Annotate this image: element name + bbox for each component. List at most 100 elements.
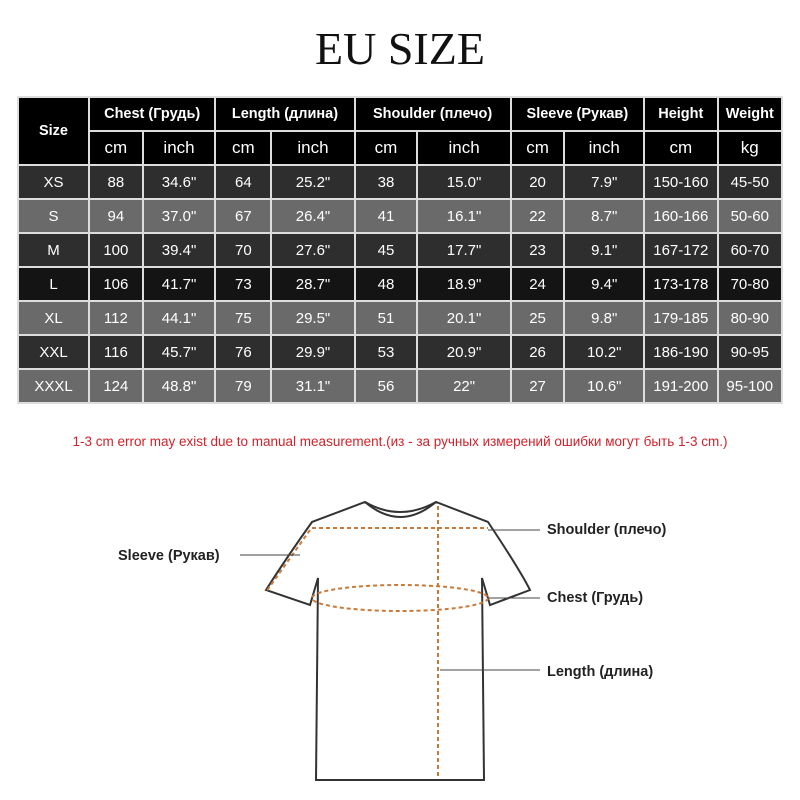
- value-cell: 45-50: [716, 164, 783, 200]
- value-cell: 34.6": [141, 164, 217, 200]
- value-cell: 10.6": [563, 368, 646, 404]
- value-cell: 31.1": [270, 368, 356, 404]
- value-cell: 26.4": [270, 198, 356, 234]
- value-cell: 8.7": [563, 198, 646, 234]
- value-cell: 41.7": [141, 266, 217, 302]
- value-cell: 9.8": [563, 300, 646, 336]
- value-cell: 95-100: [716, 368, 783, 404]
- value-cell: 60-70: [716, 232, 783, 268]
- value-cell: 10.2": [563, 334, 646, 370]
- table-row: XS 88 34.6" 64 25.2" 38 15.0" 20 7.9" 150-160 45-5…: [17, 164, 783, 200]
- sleeve-measure-line: [265, 529, 311, 593]
- value-cell: 116: [88, 334, 144, 370]
- size-table: Size Chest (Грудь) Length (длина) Should…: [17, 96, 783, 404]
- value-cell: 26: [509, 334, 566, 370]
- value-cell: 27: [509, 368, 566, 404]
- value-cell: 20: [509, 164, 566, 200]
- size-header: Size: [17, 96, 90, 166]
- value-cell: 90-95: [716, 334, 783, 370]
- value-cell: 17.7": [416, 232, 512, 268]
- shoulder-header: Shoulder (плечо): [353, 96, 512, 132]
- value-cell: 186-190: [643, 334, 719, 370]
- value-cell: 29.5": [270, 300, 356, 336]
- unit-header: cm: [214, 130, 273, 166]
- size-cell: XL: [17, 300, 90, 336]
- value-cell: 9.4": [563, 266, 646, 302]
- value-cell: 25.2": [270, 164, 356, 200]
- value-cell: 80-90: [716, 300, 783, 336]
- value-cell: 124: [88, 368, 144, 404]
- value-cell: 18.9": [416, 266, 512, 302]
- tshirt-outline: [264, 500, 532, 781]
- value-cell: 73: [214, 266, 273, 302]
- value-cell: 15.0": [416, 164, 512, 200]
- value-cell: 64: [214, 164, 273, 200]
- value-cell: 22: [509, 198, 566, 234]
- value-cell: 75: [214, 300, 273, 336]
- value-cell: 70-80: [716, 266, 783, 302]
- unit-header: cm: [353, 130, 419, 166]
- unit-header: inch: [270, 130, 356, 166]
- value-cell: 160-166: [643, 198, 719, 234]
- value-cell: 70: [214, 232, 273, 268]
- value-cell: 45.7": [141, 334, 217, 370]
- value-cell: 53: [353, 334, 419, 370]
- value-cell: 76: [214, 334, 273, 370]
- chest-header: Chest (Грудь): [87, 96, 217, 132]
- value-cell: 88: [88, 164, 144, 200]
- unit-header: cm: [88, 130, 144, 166]
- table-row: XXL 116 45.7" 76 29.9" 53 20.9" 26 10.2" 186-190 9…: [17, 334, 783, 370]
- value-cell: 48.8": [141, 368, 217, 404]
- value-cell: 100: [88, 232, 144, 268]
- height-header: Height: [643, 96, 719, 132]
- size-cell: XS: [17, 164, 90, 200]
- unit-header: kg: [716, 130, 783, 166]
- value-cell: 150-160: [643, 164, 719, 200]
- tshirt-collar: [364, 501, 437, 518]
- sleeve-header: Sleeve (Рукав): [509, 96, 646, 132]
- value-cell: 22": [416, 368, 512, 404]
- tshirt-diagram: [240, 500, 540, 781]
- value-cell: 29.9": [270, 334, 356, 370]
- value-cell: 7.9": [563, 164, 646, 200]
- size-cell: M: [17, 232, 90, 268]
- value-cell: 25: [509, 300, 566, 336]
- page-title: EU SIZE: [315, 23, 485, 74]
- sleeve-label: Sleeve (Рукав): [118, 548, 220, 564]
- unit-header: inch: [563, 130, 646, 166]
- value-cell: 45: [353, 232, 419, 268]
- value-cell: 173-178: [643, 266, 719, 302]
- value-cell: 48: [353, 266, 419, 302]
- length-header: Length (длина): [214, 96, 356, 132]
- size-cell: S: [17, 198, 90, 234]
- value-cell: 9.1": [563, 232, 646, 268]
- size-cell: XXXL: [17, 368, 90, 404]
- unit-header: cm: [509, 130, 566, 166]
- value-cell: 44.1": [141, 300, 217, 336]
- value-cell: 37.0": [141, 198, 217, 234]
- unit-header: inch: [416, 130, 512, 166]
- table-row: S 94 37.0" 67 26.4" 41 16.1" 22 8.7" 160-166 50-60: [17, 198, 783, 234]
- value-cell: 67: [214, 198, 273, 234]
- value-cell: 16.1": [416, 198, 512, 234]
- table-row: M 100 39.4" 70 27.6" 45 17.7" 23 9.1" 167-172 60-7…: [17, 232, 783, 268]
- value-cell: 28.7": [270, 266, 356, 302]
- value-cell: 50-60: [716, 198, 783, 234]
- value-cell: 79: [214, 368, 273, 404]
- value-cell: 191-200: [643, 368, 719, 404]
- unit-header: cm: [643, 130, 719, 166]
- table-row: XXXL 124 48.8" 79 31.1" 56 22" 27 10.6" 191-200 95…: [17, 368, 783, 404]
- shoulder-label: Shoulder (плечо): [547, 522, 667, 538]
- value-cell: 106: [88, 266, 144, 302]
- size-cell: XXL: [17, 334, 90, 370]
- value-cell: 56: [353, 368, 419, 404]
- value-cell: 23: [509, 232, 566, 268]
- value-cell: 20.9": [416, 334, 512, 370]
- value-cell: 112: [88, 300, 144, 336]
- value-cell: 38: [353, 164, 419, 200]
- value-cell: 179-185: [643, 300, 719, 336]
- value-cell: 39.4": [141, 232, 217, 268]
- value-cell: 94: [88, 198, 144, 234]
- chest-label: Chest (Грудь): [547, 590, 644, 606]
- value-cell: 24: [509, 266, 566, 302]
